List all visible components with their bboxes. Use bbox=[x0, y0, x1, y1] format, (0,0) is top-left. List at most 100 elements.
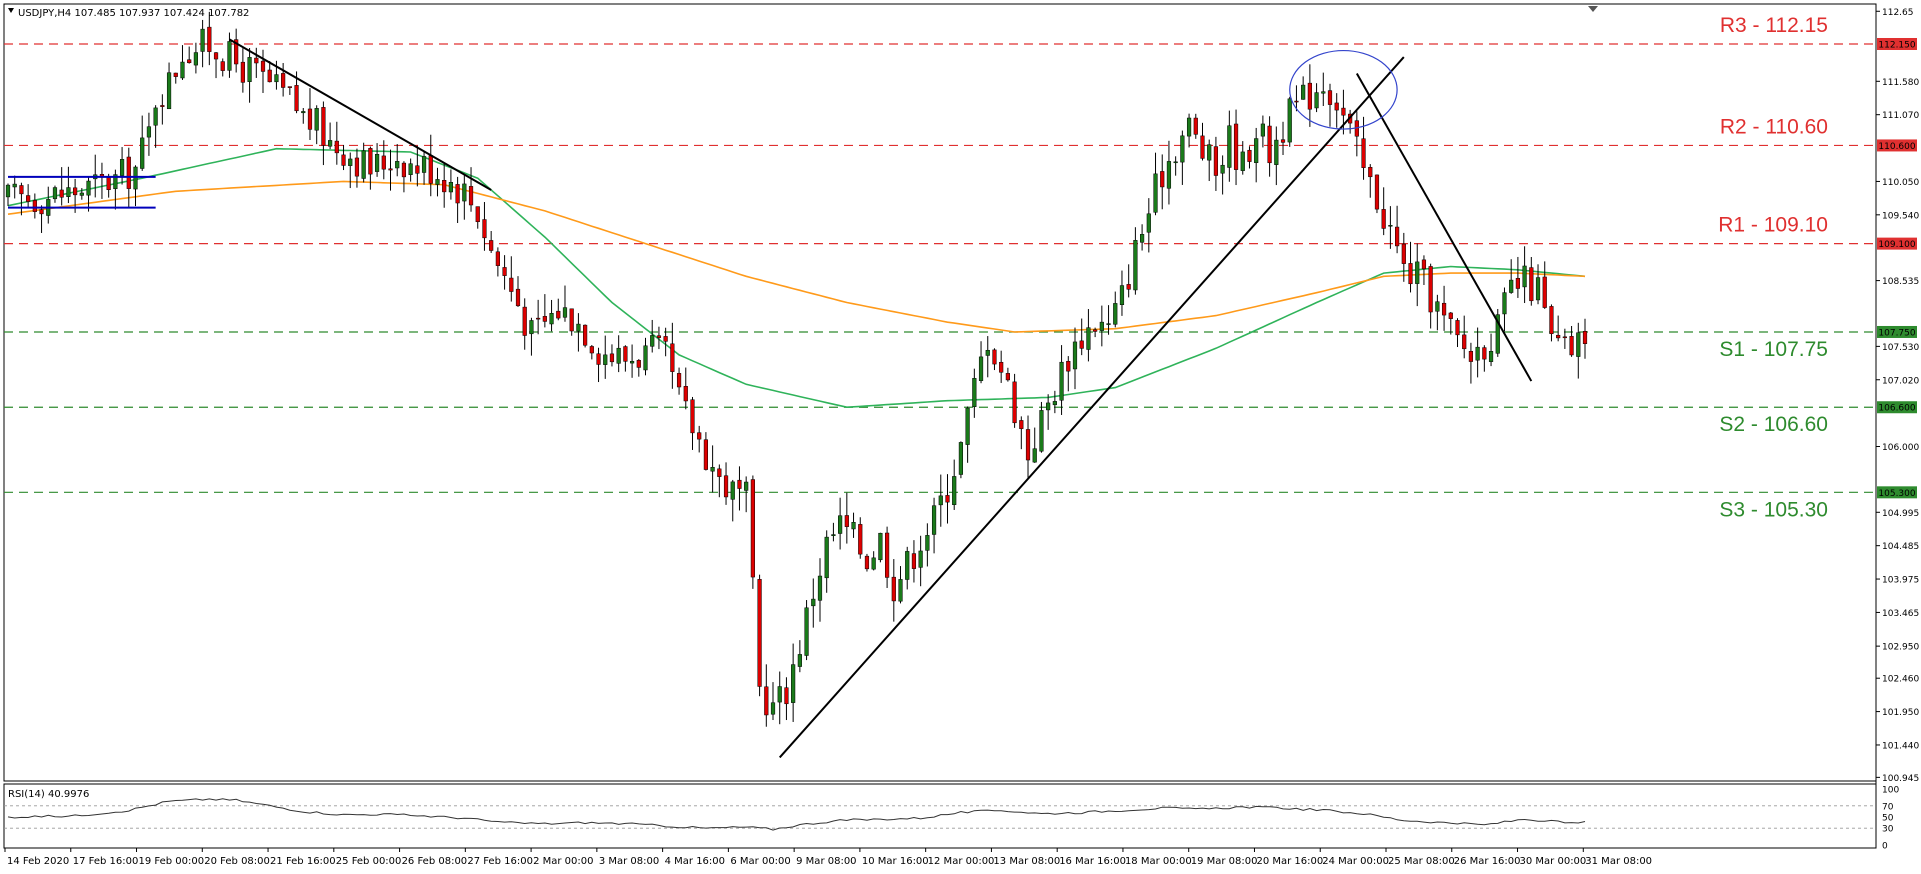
candle-body-180 bbox=[1213, 146, 1219, 176]
candle-body-165 bbox=[1113, 303, 1118, 325]
candle-body-51 bbox=[348, 158, 353, 166]
candle-body-205 bbox=[1381, 209, 1386, 229]
x-tick-label-10: 4 Mar 16:00 bbox=[665, 856, 725, 867]
candle-body-215 bbox=[1448, 312, 1453, 319]
price-tag-bg-4 bbox=[1877, 401, 1917, 414]
candle-body-59 bbox=[401, 162, 407, 178]
candle-body-110 bbox=[744, 481, 749, 491]
candle-body-129 bbox=[871, 557, 876, 570]
candle-body-104 bbox=[703, 439, 709, 470]
candle-body-68 bbox=[462, 183, 467, 202]
symbol-header: USDJPY,H4 107.485 107.937 107.424 107.78… bbox=[18, 8, 249, 19]
candlesticks bbox=[5, 11, 1588, 727]
candle-body-182 bbox=[1227, 125, 1232, 168]
candle-body-11 bbox=[79, 192, 84, 196]
x-tick-label-20: 24 Mar 00:00 bbox=[1322, 856, 1389, 867]
level-labels: R3 - 112.15 R2 - 110.60 R1 - 109.10 S1 - 10… bbox=[1718, 14, 1828, 521]
candle-body-227 bbox=[1529, 267, 1534, 302]
candle-body-158 bbox=[1066, 360, 1071, 372]
candle-body-86 bbox=[583, 324, 588, 346]
trendline-1 bbox=[778, 56, 1405, 759]
candle-body-77 bbox=[522, 306, 527, 336]
candle-body-52 bbox=[354, 157, 360, 177]
price-tag-bg-1 bbox=[1877, 139, 1917, 152]
x-tick-label-0: 14 Feb 2020 bbox=[7, 856, 69, 867]
candle-body-136 bbox=[918, 550, 923, 568]
moving-average-0 bbox=[7, 147, 1586, 409]
candle-body-174 bbox=[1173, 161, 1178, 164]
candle-body-23 bbox=[160, 105, 165, 107]
candle-body-79 bbox=[536, 317, 541, 320]
candle-body-84 bbox=[569, 308, 574, 332]
rsi-tick-3: 30 bbox=[1882, 825, 1894, 835]
candle-body-141 bbox=[952, 476, 957, 505]
candle-body-83 bbox=[562, 307, 568, 318]
candle-body-15 bbox=[106, 177, 111, 191]
candle-body-150 bbox=[1012, 381, 1017, 424]
candle-body-142 bbox=[958, 442, 964, 475]
candle-body-78 bbox=[529, 320, 534, 335]
candle-body-112 bbox=[757, 579, 762, 687]
candle-body-181 bbox=[1220, 164, 1225, 174]
candle-body-91 bbox=[616, 347, 621, 364]
candle-body-57 bbox=[388, 168, 393, 171]
price-tag-1: 110.600 bbox=[1878, 142, 1915, 152]
candle-body-195 bbox=[1314, 92, 1319, 109]
candle-body-29 bbox=[200, 28, 205, 52]
candle-body-19 bbox=[133, 166, 138, 190]
candle-body-134 bbox=[905, 551, 910, 580]
candle-body-223 bbox=[1502, 292, 1507, 315]
candle-body-106 bbox=[717, 468, 722, 477]
candle-body-153 bbox=[1032, 448, 1037, 463]
candle-body-96 bbox=[650, 335, 655, 347]
candle-body-113 bbox=[764, 686, 769, 716]
candle-body-21 bbox=[146, 126, 152, 138]
candle-body-203 bbox=[1368, 167, 1373, 178]
candle-body-211 bbox=[1421, 259, 1427, 270]
candle-body-148 bbox=[999, 361, 1004, 373]
candle-body-219 bbox=[1475, 346, 1480, 361]
candle-body-100 bbox=[676, 373, 682, 388]
candle-body-98 bbox=[663, 336, 668, 342]
x-tick-label-2: 19 Feb 00:00 bbox=[139, 856, 205, 867]
candle-body-123 bbox=[831, 534, 836, 536]
candle-body-183 bbox=[1233, 123, 1239, 170]
candle-body-155 bbox=[1046, 402, 1051, 411]
candle-body-89 bbox=[603, 354, 608, 365]
candle-body-1 bbox=[12, 183, 17, 188]
rsi-tick-1: 70 bbox=[1882, 802, 1894, 812]
candle-body-137 bbox=[925, 535, 930, 551]
y-tick-label-6: 109.540 bbox=[1882, 211, 1919, 221]
candle-body-39 bbox=[267, 69, 272, 83]
y-tick-label-16: 104.485 bbox=[1882, 542, 1919, 552]
candle-body-235 bbox=[1582, 331, 1588, 344]
candle-body-126 bbox=[851, 522, 856, 530]
y-tick-label-23: 100.945 bbox=[1882, 774, 1919, 784]
candle-body-202 bbox=[1361, 138, 1366, 168]
candle-body-163 bbox=[1099, 321, 1104, 331]
candle-body-53 bbox=[361, 150, 366, 179]
candle-body-105 bbox=[710, 466, 715, 472]
y-tick-label-18: 103.465 bbox=[1882, 609, 1919, 619]
candle-body-82 bbox=[556, 310, 561, 319]
candle-body-161 bbox=[1086, 327, 1091, 350]
candle-body-94 bbox=[636, 360, 641, 368]
rsi-tick-0: 100 bbox=[1882, 786, 1899, 796]
level-label-2: R1 - 109.10 bbox=[1718, 214, 1828, 237]
candle-body-63 bbox=[428, 155, 433, 184]
y-tick-label-13: 106.000 bbox=[1882, 443, 1919, 453]
collapse-triangle-icon[interactable] bbox=[8, 8, 14, 13]
candle-body-229 bbox=[1542, 276, 1547, 308]
candle-body-103 bbox=[697, 432, 702, 440]
x-tick-label-1: 17 Feb 16:00 bbox=[73, 856, 139, 867]
candle-body-38 bbox=[260, 60, 266, 72]
y-tick-label-5: 110.050 bbox=[1882, 178, 1919, 188]
candle-body-138 bbox=[931, 505, 937, 535]
candle-body-121 bbox=[817, 575, 823, 601]
candle-body-28 bbox=[193, 52, 198, 66]
candle-body-210 bbox=[1415, 261, 1420, 284]
candle-body-27 bbox=[187, 59, 192, 64]
level-lines bbox=[4, 43, 1876, 493]
scroll-marker-icon[interactable] bbox=[1588, 6, 1598, 12]
